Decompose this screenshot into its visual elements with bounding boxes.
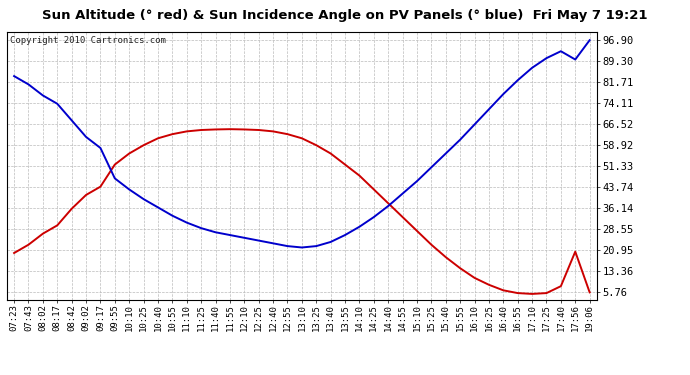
Text: Copyright 2010 Cartronics.com: Copyright 2010 Cartronics.com xyxy=(10,36,166,45)
Text: Sun Altitude (° red) & Sun Incidence Angle on PV Panels (° blue)  Fri May 7 19:2: Sun Altitude (° red) & Sun Incidence Ang… xyxy=(42,9,648,22)
